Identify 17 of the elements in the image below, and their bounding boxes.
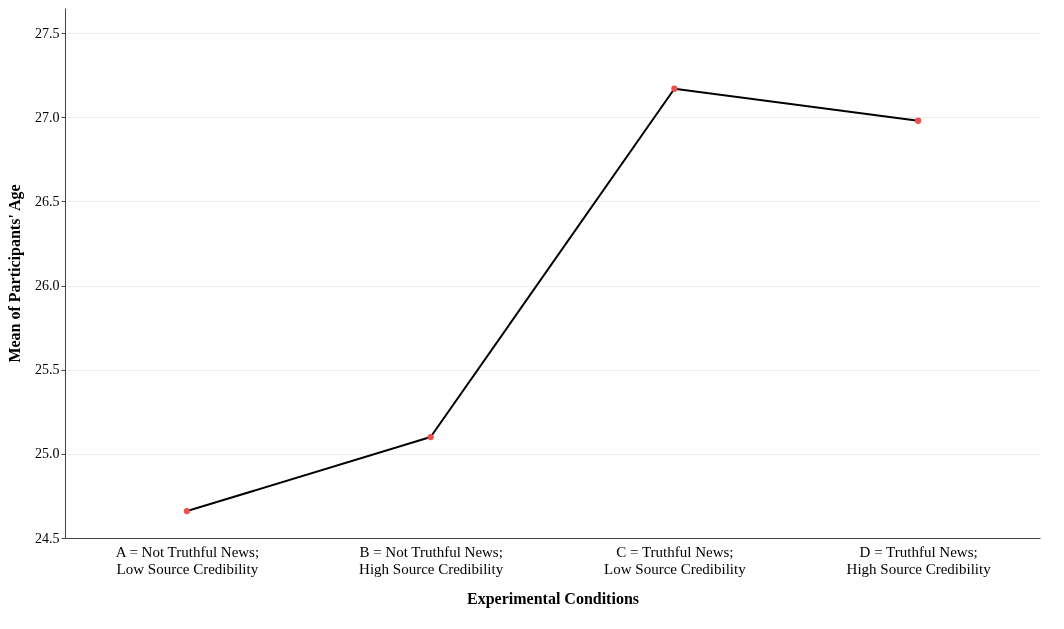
x-tick-label: A = Not Truthful News; Low Source Credibility	[115, 543, 260, 577]
y-tick-label: 26.5	[35, 193, 60, 209]
y-axis-title: Mean of Participants' Age	[6, 184, 24, 363]
y-tick-label: 27.5	[35, 25, 60, 41]
y-tick-label: 25.5	[35, 362, 60, 378]
y-tick-label: 26.0	[35, 278, 60, 294]
point	[914, 117, 922, 124]
y-tick-label: 24.5	[35, 530, 60, 546]
point	[671, 85, 678, 92]
x-axis-title: Experimental Conditions	[466, 589, 640, 608]
x-tick-label: D = Truthful News; High Source Credibility	[846, 543, 992, 577]
y-tick-label: 27.0	[35, 109, 60, 125]
x-tick-label: B = Not Truthful News; High Source Credibility	[359, 543, 504, 577]
point	[183, 507, 191, 515]
point	[427, 433, 434, 441]
x-tick-label: C = Truthful News; Low Source Credibility	[604, 543, 747, 577]
y-tick-label: 25.0	[35, 446, 60, 462]
